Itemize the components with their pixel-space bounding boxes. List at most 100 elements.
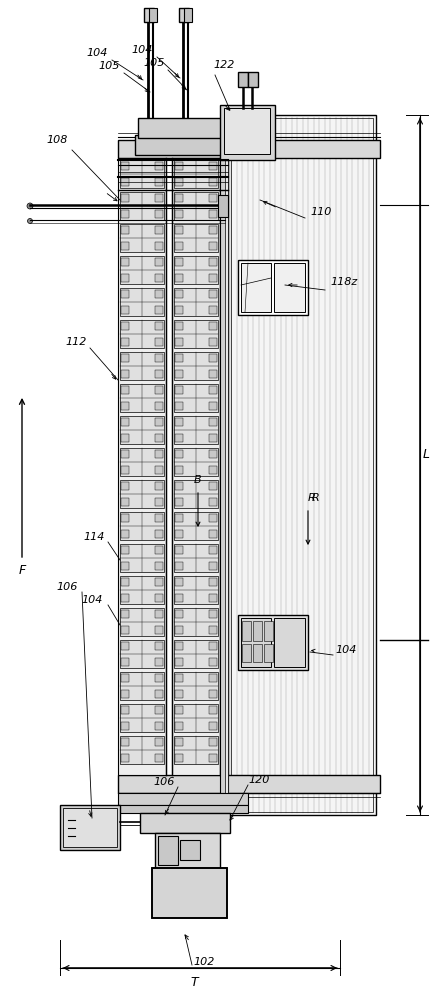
Bar: [121, 754, 129, 762]
Bar: [118, 158, 166, 775]
Bar: [120, 480, 164, 508]
Bar: [118, 793, 248, 805]
Text: 104: 104: [335, 645, 356, 655]
Bar: [155, 418, 163, 426]
Bar: [174, 320, 218, 348]
Bar: [209, 482, 217, 490]
Bar: [175, 642, 183, 650]
Bar: [155, 370, 163, 378]
Bar: [238, 260, 308, 315]
Bar: [209, 594, 217, 602]
Bar: [155, 690, 163, 698]
Text: L: L: [423, 448, 430, 462]
Bar: [155, 482, 163, 490]
Bar: [121, 546, 129, 554]
Bar: [264, 621, 273, 641]
Bar: [155, 290, 163, 298]
Bar: [120, 256, 164, 284]
Bar: [209, 402, 217, 410]
Bar: [174, 576, 218, 604]
Bar: [242, 621, 251, 641]
Bar: [155, 434, 163, 442]
Bar: [175, 434, 183, 442]
Bar: [121, 498, 129, 506]
Bar: [118, 775, 380, 793]
Bar: [241, 263, 271, 312]
Bar: [209, 466, 217, 474]
Bar: [209, 642, 217, 650]
Bar: [175, 450, 183, 458]
Bar: [174, 736, 218, 764]
Bar: [175, 258, 183, 266]
Bar: [120, 608, 164, 636]
Bar: [175, 578, 183, 586]
Bar: [121, 642, 129, 650]
Bar: [121, 610, 129, 618]
Bar: [220, 105, 275, 160]
Bar: [120, 384, 164, 412]
Bar: [120, 448, 164, 476]
Bar: [175, 530, 183, 538]
Text: 118z: 118z: [330, 277, 357, 287]
Bar: [120, 672, 164, 700]
Bar: [144, 8, 154, 22]
Bar: [264, 644, 273, 662]
Text: 120: 120: [248, 775, 269, 785]
Bar: [155, 498, 163, 506]
Bar: [209, 498, 217, 506]
Bar: [121, 290, 129, 298]
Bar: [175, 290, 183, 298]
Bar: [209, 722, 217, 730]
Bar: [121, 450, 129, 458]
Bar: [209, 418, 217, 426]
Text: 114: 114: [84, 532, 105, 542]
Bar: [241, 618, 271, 667]
Bar: [121, 210, 129, 218]
Text: 110: 110: [310, 207, 331, 217]
Bar: [120, 640, 164, 668]
Bar: [155, 610, 163, 618]
Bar: [175, 658, 183, 666]
Bar: [121, 738, 129, 746]
Bar: [225, 140, 228, 793]
Bar: [175, 706, 183, 714]
Bar: [155, 754, 163, 762]
Bar: [60, 805, 120, 850]
Bar: [238, 615, 308, 670]
Bar: [155, 322, 163, 330]
Circle shape: [27, 203, 33, 209]
Bar: [174, 608, 218, 636]
Bar: [121, 370, 129, 378]
Bar: [231, 118, 373, 812]
Bar: [155, 546, 163, 554]
Text: 122: 122: [213, 60, 235, 70]
Bar: [175, 178, 183, 186]
Bar: [253, 644, 262, 662]
Bar: [175, 690, 183, 698]
Bar: [209, 578, 217, 586]
Bar: [274, 263, 305, 312]
Bar: [175, 322, 183, 330]
Bar: [121, 658, 129, 666]
Bar: [140, 813, 230, 833]
Bar: [253, 621, 262, 641]
Bar: [175, 306, 183, 314]
Bar: [121, 690, 129, 698]
Bar: [155, 386, 163, 394]
Bar: [155, 178, 163, 186]
Bar: [175, 402, 183, 410]
Bar: [209, 242, 217, 250]
Bar: [155, 833, 220, 868]
Bar: [209, 226, 217, 234]
Bar: [155, 626, 163, 634]
Bar: [175, 562, 183, 570]
Text: 108: 108: [47, 135, 68, 145]
Bar: [224, 108, 270, 154]
Bar: [209, 386, 217, 394]
Bar: [120, 192, 164, 220]
Bar: [155, 354, 163, 362]
Bar: [172, 158, 220, 775]
Bar: [174, 640, 218, 668]
Bar: [121, 306, 129, 314]
Bar: [174, 256, 218, 284]
